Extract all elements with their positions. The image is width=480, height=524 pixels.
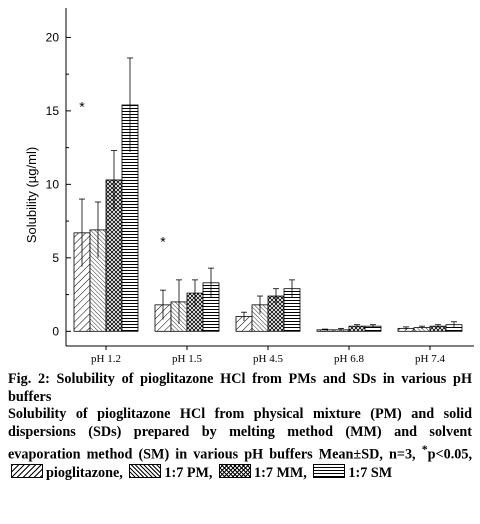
legend-swatch-crosshatch — [219, 464, 252, 479]
x-tick-label-1: pH 1.5 — [172, 353, 202, 365]
y-tick-label-1: 5 — [52, 251, 59, 265]
significance-mark-0: * — [79, 99, 85, 115]
x-tick-label-3: pH 6.8 — [334, 353, 364, 365]
y-tick-label-0: 0 — [52, 324, 59, 338]
legend-swatch-fine-diagonal — [129, 464, 162, 479]
caption-sig-star: * — [421, 442, 428, 456]
caption-description: Solubility of pioglitazone HCl from phys… — [8, 406, 472, 483]
y-tick-label-3: 15 — [46, 104, 60, 118]
y-tick-label-4: 20 — [46, 30, 60, 44]
caption-title: Fig. 2: Solubility of pioglitazone HCl f… — [8, 371, 472, 405]
legend-label-2: 1:7 PM, — [164, 465, 213, 482]
x-tick-label-2: pH 4.5 — [253, 353, 283, 365]
significance-mark-1: * — [160, 234, 166, 250]
bar-chart: Solubility (µg/ml) 0 5 10 15 20 pH 1.2 pH 1.5 p… — [24, 8, 474, 365]
legend-label-1: pioglitazone, — [46, 465, 123, 482]
x-tick-label-4: pH 7.4 — [415, 353, 445, 365]
x-tick-label-0: pH 1.2 — [91, 353, 121, 365]
caption-sig-text: p<0.05, — [427, 446, 472, 463]
legend-label-3: 1:7 MM, — [254, 465, 307, 482]
plot-area: 0 5 10 15 20 pH 1.2 pH 1.5 pH 4.5 pH 6.8 pH 7.4 * * — [46, 8, 474, 365]
caption-description-text: Solubility of pioglitazone HCl from phys… — [8, 406, 472, 463]
y-tick-label-2: 10 — [46, 177, 60, 191]
legend-swatch-diagonal — [11, 464, 43, 479]
figure-caption: Fig. 2: Solubility of pioglitazone HCl f… — [8, 371, 472, 483]
legend-swatch-horizontal — [313, 464, 346, 479]
legend-label-4: 1:7 SM — [348, 465, 393, 482]
y-axis-label: Solubility (µg/ml) — [24, 147, 39, 243]
